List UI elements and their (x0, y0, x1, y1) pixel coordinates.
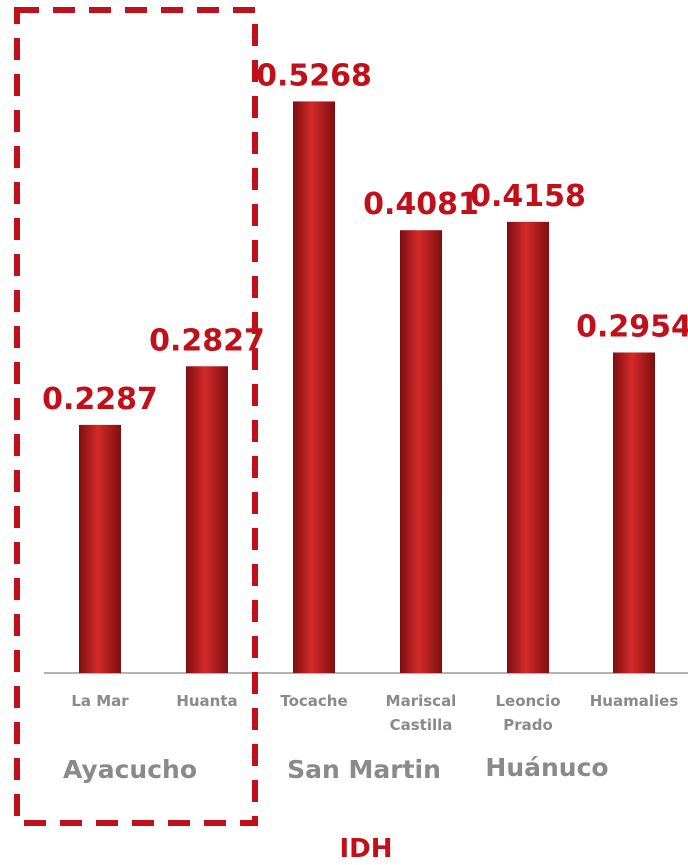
bar-5 (613, 352, 655, 673)
bar-4 (507, 221, 549, 673)
value-label-4: 0.4158 (470, 179, 586, 214)
group-label-huanuco: Huánuco (485, 753, 608, 782)
tick-label-5: Huamalies (590, 692, 679, 710)
tick-label-4-line-0: Leoncio (495, 692, 560, 710)
value-label-5: 0.2954 (576, 309, 688, 344)
bar-0 (79, 424, 121, 673)
tick-label-2: Tocache (280, 692, 347, 710)
tick-label-3-line-1: Castilla (390, 716, 453, 734)
tick-label-1: Huanta (176, 692, 237, 710)
value-label-3: 0.4081 (363, 187, 479, 222)
value-label-1: 0.2827 (149, 323, 265, 358)
group-label-ayacucho: Ayacucho (63, 755, 197, 784)
ayacucho-highlight-box (14, 7, 258, 826)
bar-1 (186, 366, 228, 673)
value-label-0: 0.2287 (42, 382, 158, 417)
tick-label-3-line-0: Mariscal (386, 692, 457, 710)
bar-2 (293, 101, 335, 673)
x-axis-title: IDH (339, 834, 392, 864)
bar-3 (400, 230, 442, 674)
tick-label-0: La Mar (71, 692, 129, 710)
tick-label-4-line-1: Prado (503, 716, 553, 734)
value-label-2: 0.5268 (256, 58, 372, 93)
group-label-san-martin: San Martin (287, 755, 441, 784)
